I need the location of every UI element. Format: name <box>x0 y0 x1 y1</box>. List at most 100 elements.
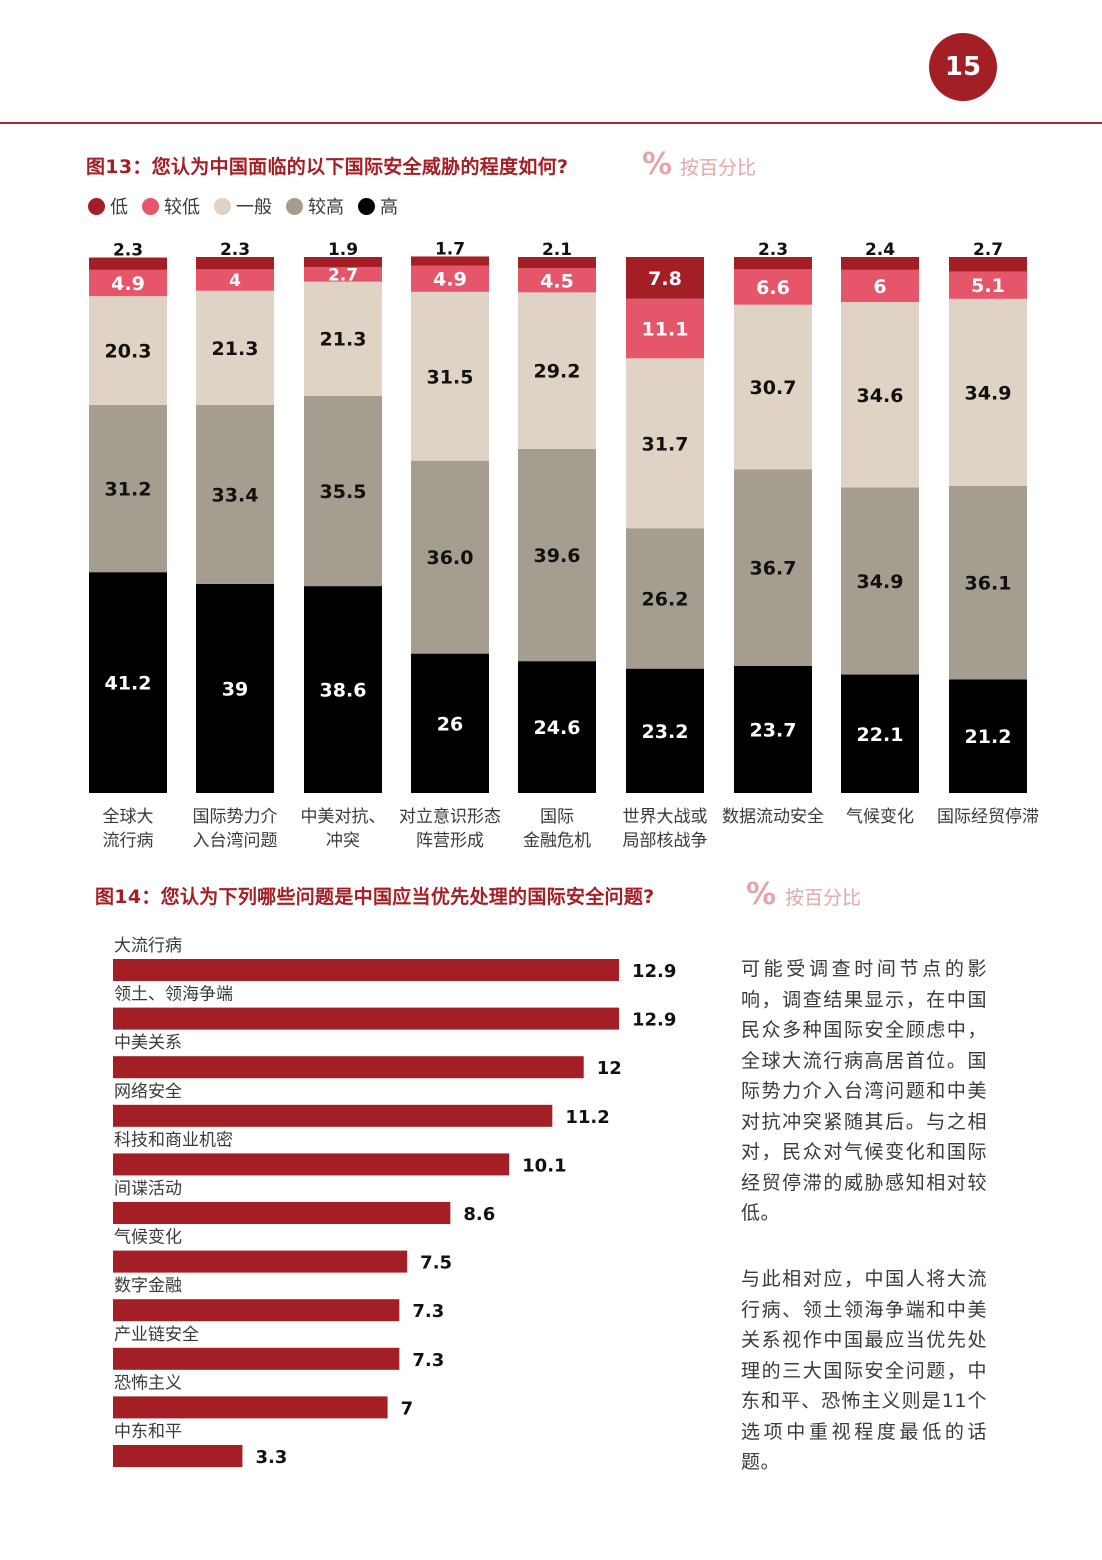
bar-value-label: 21.3 <box>212 338 259 360</box>
stacked-bar-segment <box>196 269 274 291</box>
bar-value-label: 2.1 <box>542 240 572 260</box>
bar-value-label: 10.1 <box>522 1155 566 1176</box>
category-tick-label: 世界大战或 <box>623 807 708 827</box>
stacked-bar-segment <box>949 679 1027 793</box>
bar-value-label: 38.6 <box>320 680 367 702</box>
stacked-bar-segment <box>626 358 704 529</box>
legend-label-high: 高 <box>380 197 398 218</box>
category-tick-label: 数据流动安全 <box>722 807 824 827</box>
bar-value-label: 31.5 <box>427 366 474 388</box>
bar-value-label: 23.7 <box>750 719 797 741</box>
category-tick-label: 产业链安全 <box>114 1325 199 1345</box>
legend-swatch-low <box>88 197 105 215</box>
legend-label-mid-low: 较低 <box>164 197 200 218</box>
legend-item-neutral: 一般 <box>214 193 272 219</box>
category-tick-label: 领土、领海争端 <box>114 985 233 1005</box>
bar-value-label: 12.9 <box>632 1010 676 1031</box>
bar-value-label: 4.5 <box>540 270 574 292</box>
stacked-bar-segment <box>411 265 489 292</box>
category-tick-label: 冲突 <box>326 831 360 851</box>
legend-swatch-neutral <box>214 197 231 215</box>
stacked-bar-segment <box>196 583 274 793</box>
legend-item-high: 高 <box>358 193 398 219</box>
category-tick-label: 国际势力介 <box>193 807 278 827</box>
stacked-bar-segment <box>949 485 1027 680</box>
horizontal-bar <box>113 1153 510 1176</box>
category-tick-label: 中东和平 <box>114 1422 182 1442</box>
bar-value-label: 7.5 <box>420 1253 452 1274</box>
bar-value-label: 2.4 <box>865 240 895 260</box>
stacked-bar-segment <box>89 296 167 405</box>
bar-value-label: 6.6 <box>756 277 790 299</box>
category-tick-label: 中美关系 <box>114 1033 182 1053</box>
horizontal-bar <box>113 1104 553 1127</box>
bar-value-label: 26.2 <box>642 588 689 610</box>
percent-icon: % <box>642 147 673 182</box>
stacked-bar-segment <box>89 404 167 573</box>
bar-value-label: 36.1 <box>965 573 1012 595</box>
stacked-bar-segment <box>518 268 596 293</box>
stacked-bar-segment <box>411 256 489 266</box>
bar-value-label: 12 <box>597 1058 622 1079</box>
percent-icon: % <box>746 877 777 912</box>
stacked-bar-segment <box>626 257 704 299</box>
stacked-bar-segment <box>196 404 274 584</box>
legend-item-mid-low: 较低 <box>142 193 200 219</box>
figure13-title: 图13：您认为中国面临的以下国际安全威胁的程度如何? <box>86 156 569 178</box>
stacked-bar-segment <box>626 668 704 793</box>
stacked-bar-segment <box>304 257 382 268</box>
stacked-bar-segment <box>196 290 274 405</box>
bar-value-label: 1.9 <box>328 240 358 260</box>
figure14-unit-note: 按百分比 <box>785 887 862 909</box>
bar-value-label: 34.9 <box>857 571 904 593</box>
stacked-bar-segment <box>89 257 167 270</box>
stacked-bar-segment <box>411 460 489 654</box>
category-tick-label: 入台湾问题 <box>193 831 278 851</box>
figure13-stacked-bar-chart: 41.2 31.2 20.3 4.9 2.3 全球大流行病 39 33.4 21.3 4 2.3 国际… <box>89 239 1039 851</box>
bar-value-label: 30.7 <box>750 377 797 399</box>
category-tick-label: 间谍活动 <box>114 1179 182 1199</box>
legend-swatch-mid-high <box>286 197 303 215</box>
category-tick-label: 恐怖主义 <box>114 1373 182 1393</box>
category-tick-label: 大流行病 <box>114 936 182 956</box>
bar-value-label: 4.9 <box>111 273 145 295</box>
bar-value-label: 7.8 <box>648 268 682 290</box>
bar-value-label: 39 <box>222 678 248 700</box>
bar-value-label: 11.1 <box>642 319 689 341</box>
stacked-bar-segment <box>841 269 919 303</box>
bar-value-label: 2.3 <box>113 241 143 261</box>
bar-value-label: 36.0 <box>427 547 474 569</box>
figure13-unit-note: 按百分比 <box>680 157 757 179</box>
stacked-bar-segment <box>734 269 812 305</box>
stacked-bar-segment <box>304 267 382 282</box>
bar-value-label: 34.6 <box>857 385 904 407</box>
bar-value-label: 4.9 <box>433 269 467 291</box>
bar-value-label: 39.6 <box>534 545 581 567</box>
commentary-paragraph-1: 可能受调查时间节点的影响，调查结果显示，在中国民众多种国际安全顾虑中，全球大流行… <box>741 958 987 1224</box>
page-number-badge: 15 <box>929 33 997 101</box>
bar-value-label: 20.3 <box>105 341 152 363</box>
stacked-bar-segment <box>734 257 812 270</box>
legend-label-mid-high: 较高 <box>308 197 344 218</box>
horizontal-bar <box>113 1007 619 1030</box>
horizontal-bar <box>113 1445 243 1467</box>
bar-value-label: 7.3 <box>412 1350 444 1371</box>
category-tick-label: 阵营形成 <box>416 831 484 851</box>
stacked-bar-segment <box>626 528 704 669</box>
figure13-legend: 低 较低 一般 较高 高 <box>88 193 412 219</box>
legend-swatch-mid-low <box>142 197 159 215</box>
category-tick-label: 网络安全 <box>114 1082 182 1102</box>
bar-value-label: 22.1 <box>857 724 904 746</box>
header-rule <box>0 122 1102 124</box>
figure14-title: 图14：您认为下列哪些问题是中国应当优先处理的国际安全问题? <box>95 886 655 908</box>
bar-value-label: 5.1 <box>971 275 1005 297</box>
stacked-bar-segment <box>518 661 596 793</box>
legend-item-mid-high: 较高 <box>286 193 344 219</box>
category-tick-label: 国际经贸停滞 <box>937 807 1039 827</box>
stacked-bar-segment <box>518 448 596 662</box>
bar-value-label: 3.3 <box>255 1447 287 1468</box>
bar-value-label: 41.2 <box>105 673 152 695</box>
stacked-bar-segment <box>196 257 274 270</box>
category-tick-label: 科技和商业机密 <box>114 1130 233 1150</box>
horizontal-bar <box>113 1347 400 1370</box>
